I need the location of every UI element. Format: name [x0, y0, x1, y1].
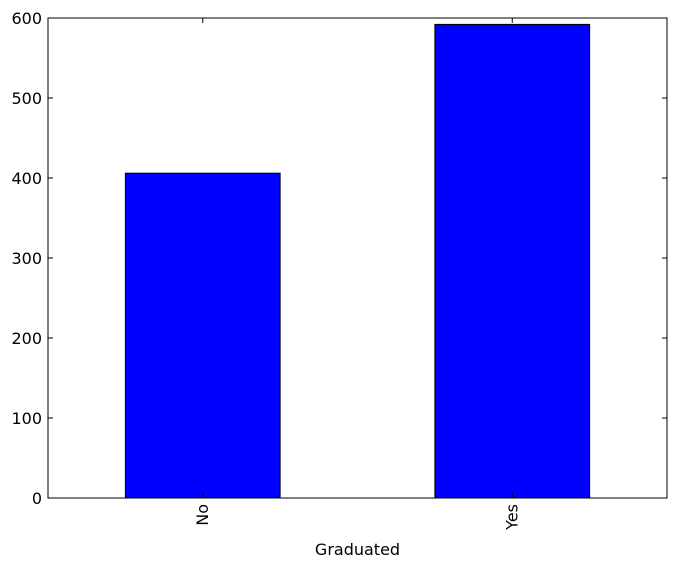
- plot-frame: [47, 17, 668, 499]
- y-tick-label: 600: [11, 9, 42, 28]
- ticks-group: No Yes 0 100 200 300 400 500 600: [11, 9, 667, 531]
- y-tick-label: 100: [11, 409, 42, 428]
- x-axis-title: Graduated: [315, 540, 400, 559]
- y-tick-label: 0: [32, 489, 42, 508]
- bar-no: [124, 172, 281, 499]
- bars-group: [124, 23, 591, 499]
- bar-yes: [434, 23, 591, 499]
- y-tick-label: 200: [11, 329, 42, 348]
- x-tick-label: Yes: [502, 504, 521, 531]
- y-tick-label: 400: [11, 169, 42, 188]
- x-tick-label: No: [193, 504, 212, 526]
- y-tick-label: 300: [11, 249, 42, 268]
- y-tick-label: 500: [11, 89, 42, 108]
